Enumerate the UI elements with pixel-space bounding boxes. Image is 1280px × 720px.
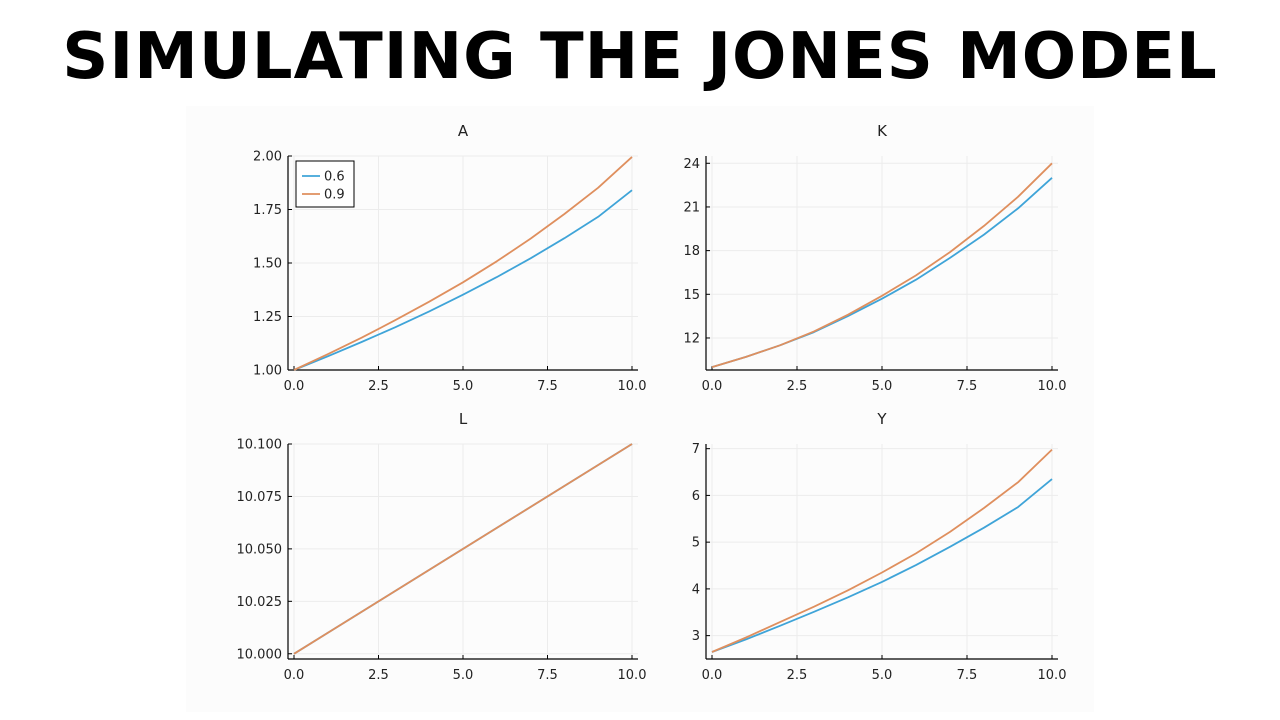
subplot-l-x-tick-label: 10.0 bbox=[618, 668, 647, 683]
subplot-y: Y 0.0 2.5 5.0 7.5 10.0 3 4 5 6 7 bbox=[692, 410, 1067, 683]
subplot-k-y-tick-label: 18 bbox=[683, 244, 700, 259]
subplot-l-y-tick-label: 10.000 bbox=[237, 647, 283, 662]
subplot-y-y-tick-label: 6 bbox=[692, 489, 700, 504]
subplot-k-x-tick-label: 2.5 bbox=[787, 379, 808, 394]
subplot-l-y-tick-label: 10.025 bbox=[237, 595, 283, 610]
subplot-k-y-tick-label: 15 bbox=[683, 288, 700, 303]
subplot-a-series-0-6-line bbox=[293, 189, 633, 371]
subplot-a-y-tick-label: 1.00 bbox=[253, 364, 282, 379]
subplot-l-x-tick-label: 0.0 bbox=[284, 668, 305, 683]
subplot-y-x-tick-label: 7.5 bbox=[957, 668, 978, 683]
figure-panel: A 0.0 2.5 5.0 7.5 10.0 1.00 1.25 1.50 1.75 2.00 0.6… bbox=[186, 106, 1094, 712]
subplot-a-legend: 0.60.9 bbox=[295, 160, 355, 208]
subplot-l-series-0-9-line bbox=[293, 443, 633, 655]
subplot-a-legend-box bbox=[295, 160, 355, 208]
subplot-k-x-tick-label: 7.5 bbox=[957, 379, 978, 394]
subplot-y-y-tick-label: 7 bbox=[692, 442, 700, 457]
subplot-y-x-tick-label: 0.0 bbox=[702, 668, 723, 683]
subplot-l-x-tick-label: 7.5 bbox=[537, 668, 558, 683]
subplot-k-x-tick-label: 5.0 bbox=[872, 379, 893, 394]
subplot-l: L 0.0 2.5 5.0 7.5 10.0 10.000 10.025 10.050 10.07… bbox=[237, 410, 647, 683]
subplot-y-series-0-9-line bbox=[711, 448, 1053, 653]
subplot-l-title: L bbox=[459, 410, 468, 428]
subplot-a-series-0-9-line bbox=[293, 156, 633, 371]
subplot-a: A 0.0 2.5 5.0 7.5 10.0 1.00 1.25 1.50 1.75 2.00 0.6… bbox=[253, 122, 646, 394]
subplot-k-x-tick-label: 10.0 bbox=[1038, 379, 1067, 394]
subplot-a-x-tick-label: 7.5 bbox=[537, 379, 558, 394]
subplot-k-x-tick-label: 0.0 bbox=[702, 379, 723, 394]
subplot-l-y-tick-label: 10.100 bbox=[237, 438, 283, 453]
subplot-a-y-tick-label: 2.00 bbox=[253, 150, 282, 165]
subplot-a-x-tick-label: 2.5 bbox=[368, 379, 389, 394]
subplot-k-y-tick-label: 21 bbox=[683, 200, 700, 215]
subplot-k-series-0-9-line bbox=[711, 162, 1053, 368]
subplot-l-y-tick-label: 10.075 bbox=[237, 490, 283, 505]
subplots-grid: A 0.0 2.5 5.0 7.5 10.0 1.00 1.25 1.50 1.75 2.00 0.6… bbox=[237, 122, 1067, 683]
subplot-a-y-tick-label: 1.25 bbox=[253, 310, 282, 325]
subplot-a-y-tick-label: 1.75 bbox=[253, 203, 282, 218]
subplot-l-y-tick-label: 10.050 bbox=[237, 542, 283, 557]
subplot-y-y-tick-label: 4 bbox=[692, 582, 700, 597]
subplot-k-y-tick-label: 24 bbox=[683, 157, 700, 172]
subplot-k: K 0.0 2.5 5.0 7.5 10.0 12 15 18 21 24 bbox=[683, 122, 1066, 394]
subplot-k-title: K bbox=[877, 122, 888, 140]
subplot-l-x-tick-label: 5.0 bbox=[453, 668, 474, 683]
subplot-y-title: Y bbox=[876, 410, 887, 428]
subplot-y-x-tick-label: 5.0 bbox=[872, 668, 893, 683]
subplot-a-legend-label: 0.9 bbox=[324, 188, 345, 203]
subplot-a-x-tick-label: 10.0 bbox=[618, 379, 647, 394]
subplot-y-y-tick-label: 5 bbox=[692, 536, 700, 551]
page-title: SIMULATING THE JONES MODEL bbox=[62, 20, 1218, 94]
subplot-y-x-tick-label: 10.0 bbox=[1038, 668, 1067, 683]
subplot-y-x-tick-label: 2.5 bbox=[787, 668, 808, 683]
subplot-a-x-tick-label: 0.0 bbox=[284, 379, 305, 394]
subplot-a-y-tick-label: 1.50 bbox=[253, 257, 282, 272]
subplot-l-x-tick-label: 2.5 bbox=[368, 668, 389, 683]
subplot-a-legend-label: 0.6 bbox=[324, 170, 345, 185]
subplot-y-series-0-6-line bbox=[711, 478, 1053, 653]
subplot-y-y-tick-label: 3 bbox=[692, 629, 700, 644]
subplot-a-x-tick-label: 5.0 bbox=[453, 379, 474, 394]
subplot-a-title: A bbox=[458, 122, 469, 140]
subplot-k-y-tick-label: 12 bbox=[683, 331, 700, 346]
